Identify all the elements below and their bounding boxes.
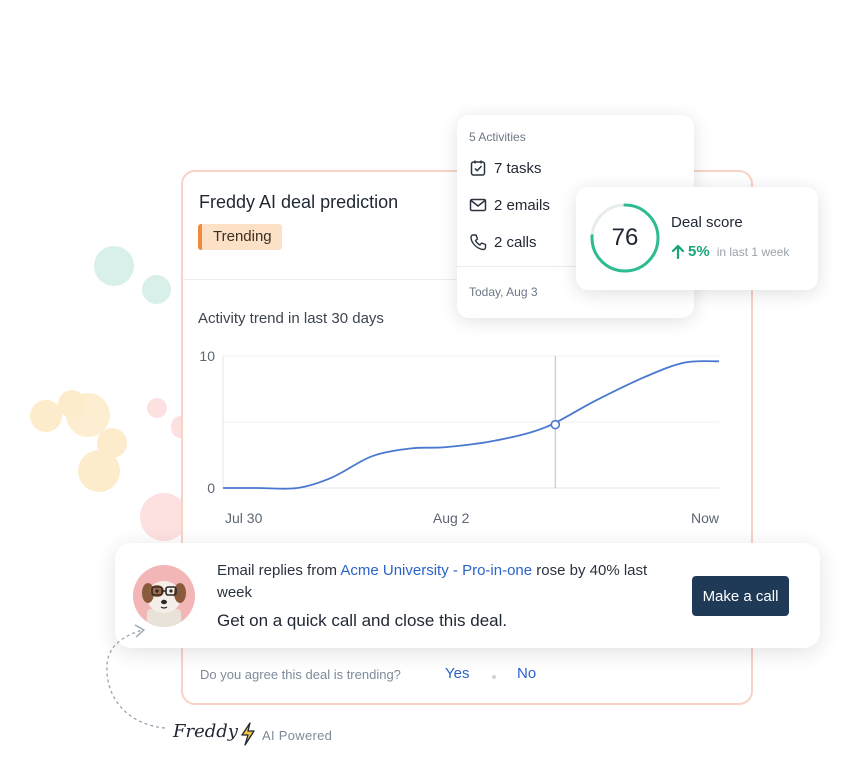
decor-bubble (78, 450, 120, 492)
freddy-brand-name: Freddy (173, 721, 238, 742)
mail-icon (469, 198, 487, 212)
banner-message: Email replies from Acme University - Pro… (217, 560, 657, 604)
trending-badge: Trending (198, 224, 282, 250)
yes-link[interactable]: Yes (445, 665, 470, 682)
freddy-dog-icon (142, 581, 186, 627)
chart-series (223, 356, 720, 490)
y-tick-label: 0 (207, 480, 215, 496)
freddy-avatar (133, 565, 195, 627)
dotted-connector-arrow (106, 624, 166, 729)
x-tick-label: Now (691, 510, 720, 526)
decor-bubble (94, 246, 134, 286)
score-label: Deal score (671, 214, 743, 231)
score-change: 5% in last 1 week (671, 243, 789, 260)
banner-separator: - (448, 562, 463, 579)
activities-header: 5 Activities (469, 130, 526, 144)
activity-item-emails: 2 emails (469, 194, 550, 216)
decor-bubble (142, 275, 171, 304)
activity-label: 2 calls (494, 233, 537, 251)
data-point-marker (550, 419, 561, 430)
card-title: Freddy AI deal prediction (199, 192, 399, 212)
deal-score-card: 76 Deal score 5% in last 1 week (576, 187, 818, 290)
make-call-button[interactable]: Make a call (692, 576, 789, 616)
activity-label: 7 tasks (494, 159, 542, 177)
banner-text-prefix: Email replies from (217, 562, 341, 579)
score-value: 76 (611, 224, 639, 251)
phone-icon (470, 234, 487, 251)
activity-label: 2 emails (494, 196, 550, 214)
banner-text-suffix: rose by 40% last week (217, 562, 648, 601)
account-link[interactable]: Acme University (340, 562, 449, 579)
chart-axes (222, 356, 719, 489)
product-link[interactable]: Pro-in-one (462, 562, 533, 579)
decor-bubble (30, 400, 62, 432)
x-tick-label: Jul 30 (225, 510, 263, 526)
decor-bubble (140, 493, 188, 541)
series-line (223, 360, 720, 490)
chart-grid (223, 355, 719, 423)
x-tick-label: Aug 2 (433, 510, 470, 526)
activity-trend-chart: 0 10 Jul 30 Aug 2 Now (199, 348, 720, 526)
email-insight-banner: Email replies from Acme University - Pro… (115, 543, 820, 648)
score-ring (590, 203, 660, 273)
feedback-question: Do you agree this deal is trending? (200, 667, 401, 682)
chart-tick-labels: 0 10 Jul 30 Aug 2 Now (199, 348, 719, 526)
banner-headline: Get on a quick call and close this deal. (217, 611, 508, 630)
arrow-up-icon (671, 244, 685, 259)
chart-title: Activity trend in last 30 days (198, 310, 384, 327)
score-change-period: in last 1 week (716, 244, 790, 259)
divider (457, 266, 694, 267)
lightning-bolt-icon (241, 722, 255, 746)
task-checkbox-icon (470, 160, 486, 176)
activity-item-calls: 2 calls (469, 231, 537, 253)
ai-powered-label: AI Powered (262, 728, 333, 743)
no-link[interactable]: No (517, 665, 537, 682)
separator-dot (492, 675, 496, 679)
decor-bubble (147, 398, 167, 418)
activity-item-tasks: 7 tasks (469, 157, 542, 179)
score-change-value: 5% (688, 243, 710, 260)
activities-date: Today, Aug 3 (469, 285, 538, 299)
y-tick-label: 10 (199, 348, 215, 364)
